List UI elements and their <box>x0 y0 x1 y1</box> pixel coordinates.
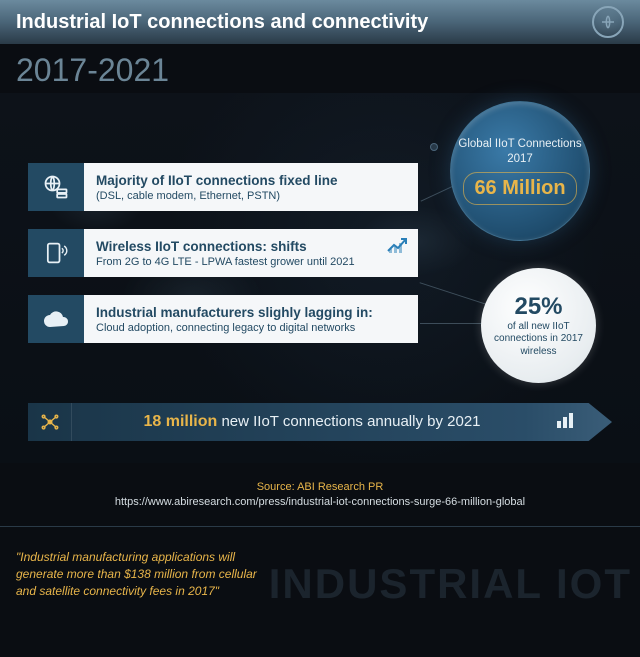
globe-server-icon <box>28 163 84 211</box>
banner-text: 18 million new IIoT connections annually… <box>72 413 612 431</box>
source-url: https://www.abiresearch.com/press/indust… <box>10 496 630 508</box>
bars-icon <box>556 411 576 434</box>
year-range: 2017-2021 <box>0 44 640 93</box>
global-circle-label: Global IIoT Connections 2017 <box>451 137 589 167</box>
banner-highlight: 18 million <box>143 413 217 430</box>
footer-quote: "Industrial manufacturing applications w… <box>0 549 260 599</box>
info-row-fixed-line: Majority of IIoT connections fixed line … <box>28 163 418 211</box>
source-block: Source: ABI Research PR https://www.abir… <box>0 463 640 526</box>
wireless-pct-value: 25% <box>514 293 562 321</box>
info-row-lagging: Industrial manufacturers slighly lagging… <box>28 295 418 343</box>
network-icon <box>28 403 72 441</box>
projection-banner: 18 million new IIoT connections annually… <box>28 403 612 441</box>
info-text: Industrial manufacturers slighly lagging… <box>84 295 418 343</box>
header-bar: Industrial IoT connections and connectiv… <box>0 0 640 44</box>
info-row-wireless: Wireless IIoT connections: shifts From 2… <box>28 229 418 277</box>
main-infographic: Global IIoT Connections 2017 66 Million … <box>0 93 640 463</box>
info-text: Majority of IIoT connections fixed line … <box>84 163 418 211</box>
trend-up-icon <box>386 235 410 255</box>
info-rows: Majority of IIoT connections fixed line … <box>28 163 418 361</box>
wireless-pct-label: of all new IIoT connections in 2017 wire… <box>481 321 596 359</box>
info-sub: (DSL, cable modem, Ethernet, PSTN) <box>96 190 406 202</box>
global-circle-value: 66 Million <box>463 172 576 205</box>
page-title: Industrial IoT connections and connectiv… <box>16 11 428 34</box>
global-connections-circle: Global IIoT Connections 2017 66 Million <box>450 101 590 241</box>
info-heading: Industrial manufacturers slighly lagging… <box>96 305 406 320</box>
watermark-text: INDUSTRIAL IOT <box>269 560 632 608</box>
footer: "Industrial manufacturing applications w… <box>0 526 640 622</box>
banner-rest: new IIoT connections annually by 2021 <box>217 413 480 430</box>
connector-line <box>420 323 485 324</box>
wireless-pct-circle: 25% of all new IIoT connections in 2017 … <box>481 268 596 383</box>
cloud-icon <box>28 295 84 343</box>
info-heading: Wireless IIoT connections: shifts <box>96 239 406 254</box>
source-label: Source: ABI Research PR <box>10 481 630 493</box>
network-node <box>430 143 438 151</box>
info-sub: From 2G to 4G LTE - LPWA fastest grower … <box>96 256 406 268</box>
phone-signal-icon <box>28 229 84 277</box>
info-text: Wireless IIoT connections: shifts From 2… <box>84 229 418 277</box>
info-heading: Majority of IIoT connections fixed line <box>96 173 406 188</box>
logo-icon <box>592 6 624 38</box>
info-sub: Cloud adoption, connecting legacy to dig… <box>96 322 406 334</box>
